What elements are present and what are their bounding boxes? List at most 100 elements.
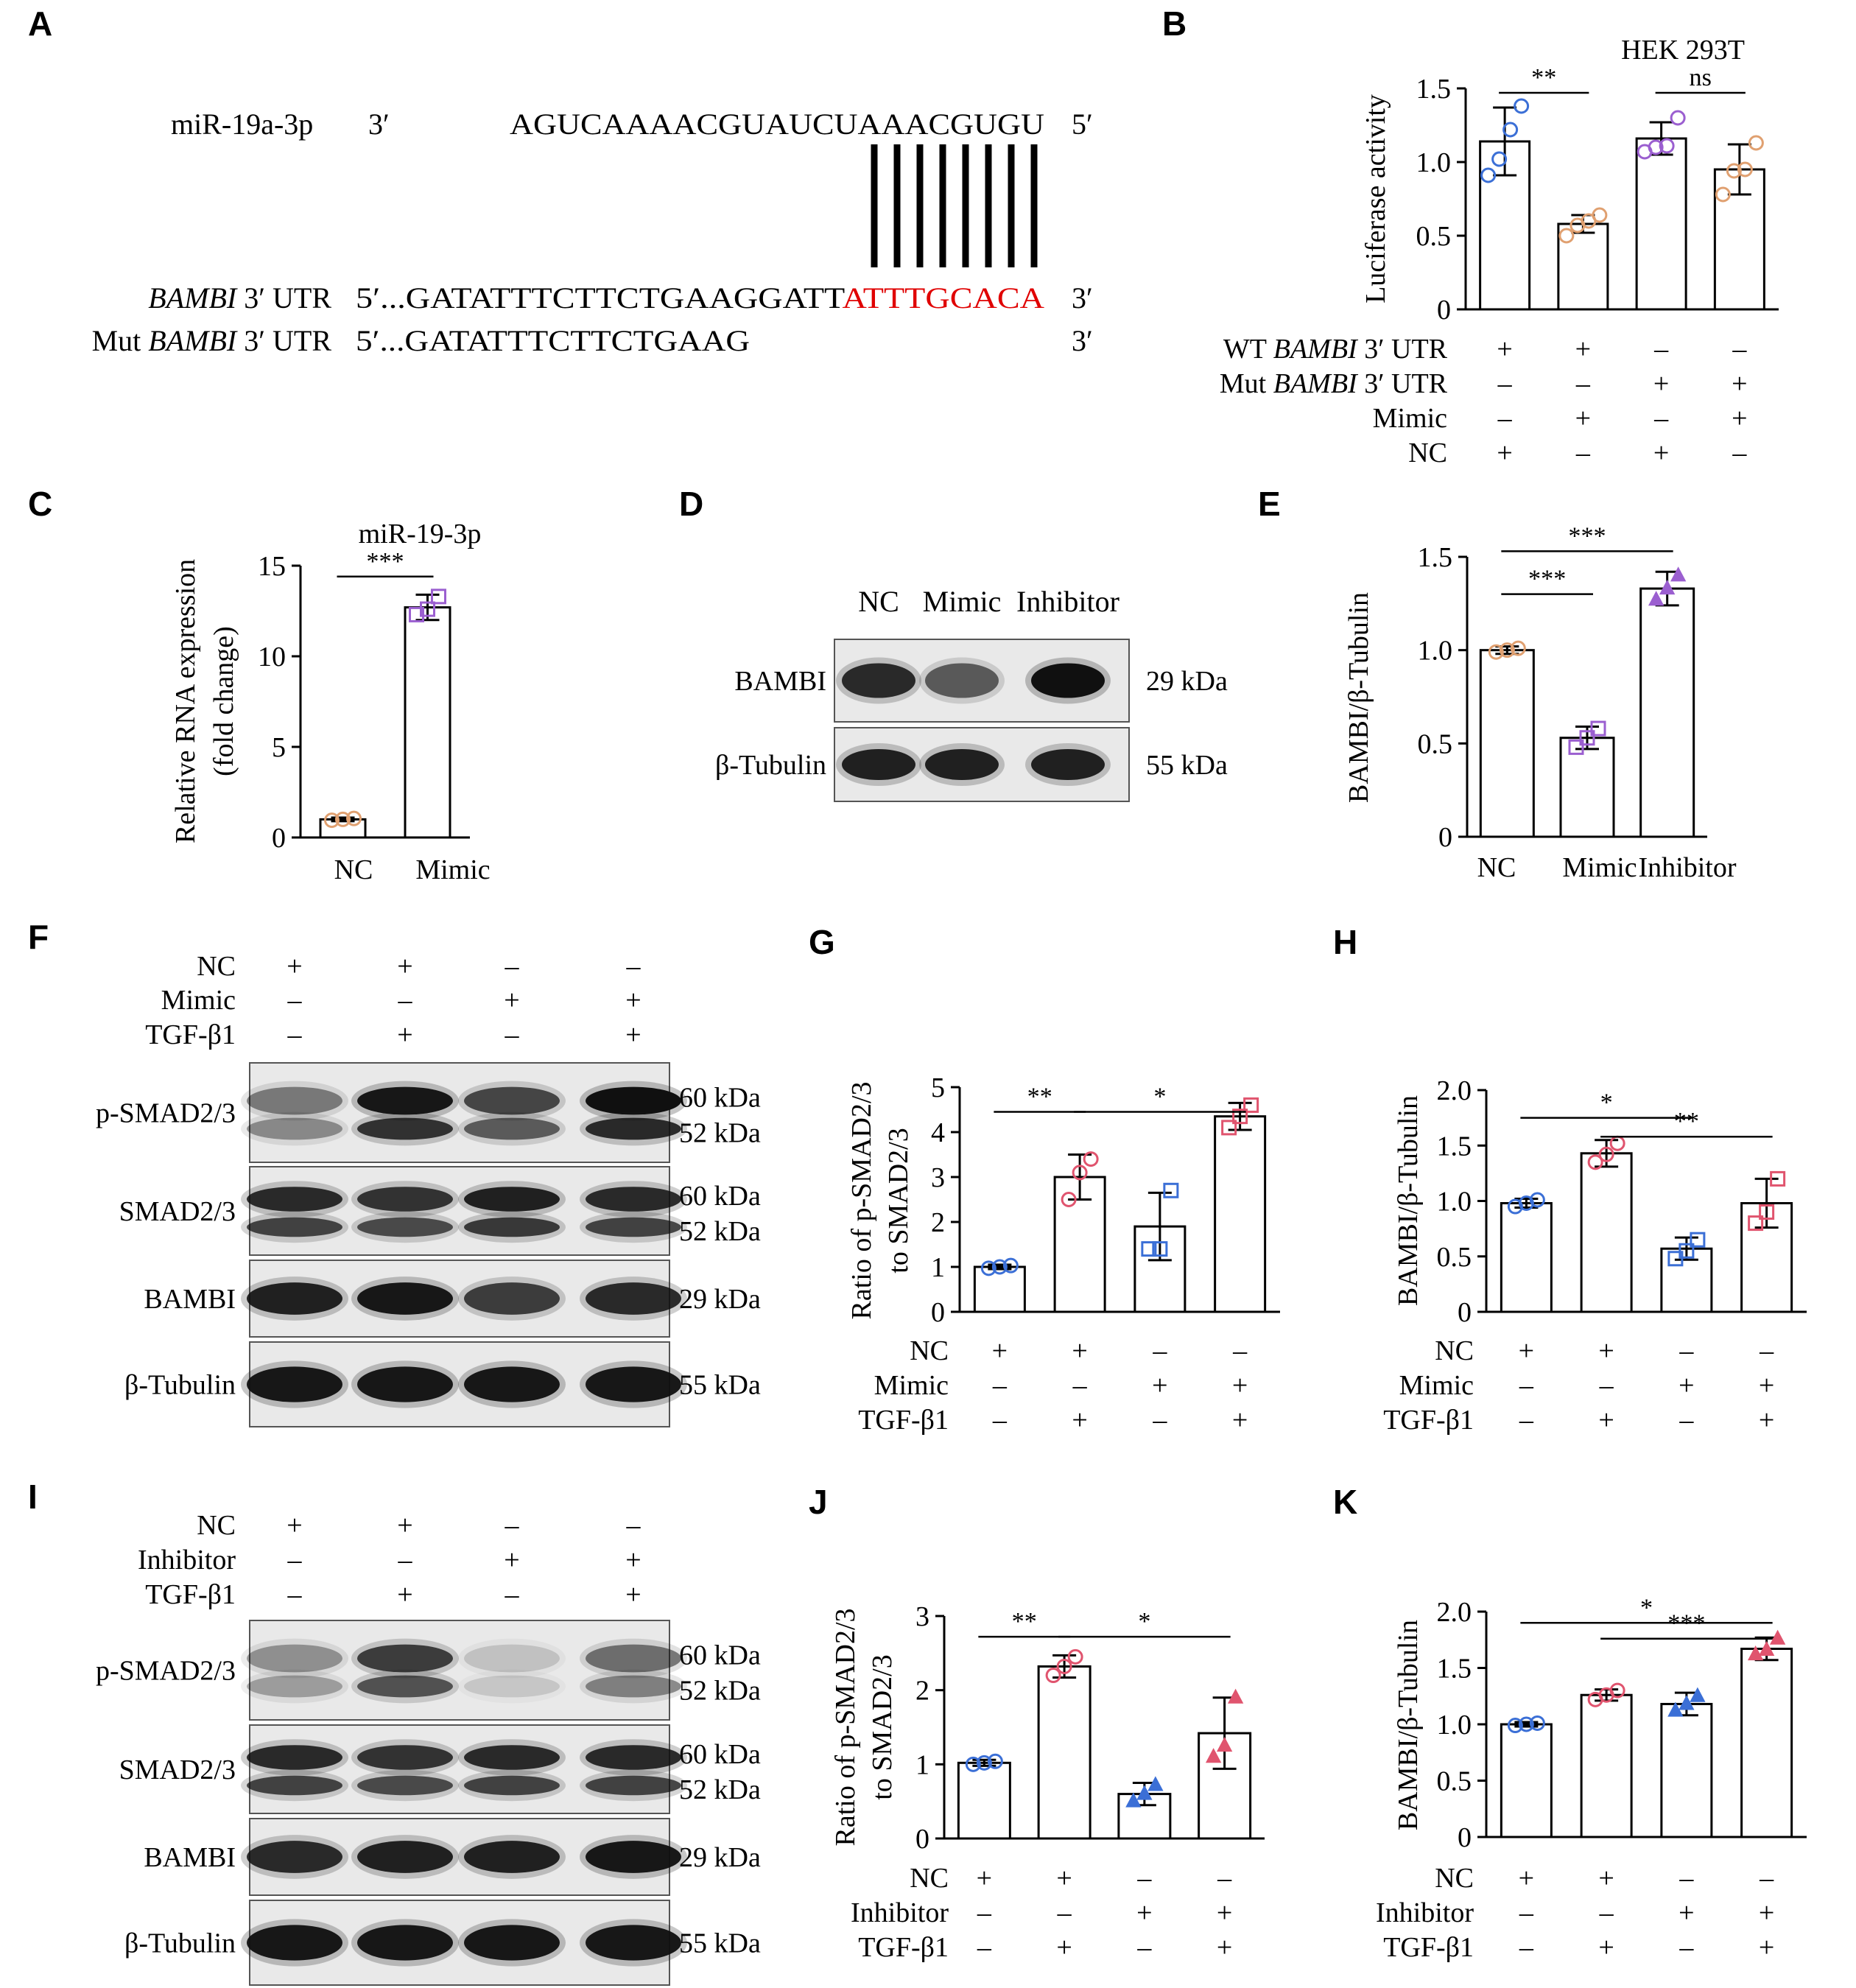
protein-band [357, 1675, 453, 1698]
data-point-square [1152, 1241, 1168, 1257]
condition-label: TGF-β1 [145, 1579, 236, 1610]
condition-value: – [626, 951, 641, 982]
condition-value: – [1519, 1897, 1534, 1928]
protein-band-halo [351, 1769, 459, 1802]
label-part: NC [1435, 1863, 1474, 1894]
data-point-triangle [1125, 1792, 1142, 1808]
condition-value: + [1759, 1405, 1774, 1436]
protein-band-halo [580, 1769, 687, 1802]
blot-row: p-SMAD2/3 60 kDa 52 kDa [96, 1062, 761, 1163]
data-point-circle [346, 810, 362, 826]
label-part: 3′ UTR [236, 281, 331, 315]
condition-value: – [1519, 1370, 1534, 1401]
condition-value: – [1136, 1863, 1152, 1894]
condition-value: – [505, 1579, 520, 1610]
y-axis-label: Luciferase activity [1360, 94, 1391, 303]
significance-label: ** [1674, 1108, 1699, 1135]
data-point-circle [965, 1756, 981, 1772]
bar [404, 606, 451, 839]
condition-label: Mimic [161, 985, 236, 1016]
protein-band [247, 1775, 342, 1796]
condition-value: – [287, 1019, 303, 1050]
data-point-square [1759, 1204, 1775, 1220]
panel-label-a: A [28, 4, 52, 43]
protein-band-halo [241, 1211, 348, 1243]
blot-row: SMAD2/3 60 kDa 52 kDa [119, 1166, 761, 1256]
protein-band-halo [241, 1638, 348, 1679]
protein-band-halo [580, 1669, 687, 1704]
condition-label: Mimic [874, 1370, 949, 1401]
blot-d: NC Mimic Inhibitor BAMBI 29 kDa β-Tubulin 55 k… [715, 585, 1228, 802]
protein-band-halo [580, 1638, 687, 1679]
condition-value: – [1057, 1897, 1072, 1928]
condition-value: – [1679, 1405, 1694, 1436]
condition-label: NC [1435, 1863, 1474, 1894]
condition-value: – [1679, 1932, 1694, 1963]
bar [957, 1761, 1011, 1840]
condition-value: + [1497, 334, 1512, 365]
blot-row-label: BAMBI [144, 1842, 236, 1873]
y-tick-label: 0.5 [1418, 728, 1453, 759]
y-tick-label: 1.0 [1437, 1710, 1472, 1741]
significance-label: ** [1027, 1083, 1052, 1111]
condition-value: – [1072, 1370, 1088, 1401]
protein-band [586, 1366, 681, 1402]
data-point-square [431, 589, 446, 605]
chart-b: 0 0.5 1.0 1.5 Luciferase activity HEK 293T ** n… [1220, 35, 1779, 468]
data-point-circle [1659, 138, 1675, 154]
significance-label: ** [1531, 64, 1556, 91]
condition-value: + [287, 1510, 302, 1541]
data-point-triangle [1758, 1640, 1775, 1657]
condition-value: + [1056, 1932, 1072, 1963]
condition-value: + [397, 951, 412, 982]
condition-value: + [977, 1863, 992, 1894]
protein-band-halo [241, 1669, 348, 1704]
wt-utr-3prime: 3′ [1072, 281, 1093, 315]
protein-band [247, 1841, 342, 1873]
label-part: TGF-β1 [1383, 1932, 1474, 1963]
protein-band-halo [351, 1835, 459, 1879]
protein-band [464, 1217, 560, 1237]
kda-label: 29 kDa [679, 1842, 761, 1873]
mut-utr-3prime: 3′ [1072, 324, 1093, 357]
data-point-square [1163, 1182, 1179, 1198]
kda-label: 52 kDa [679, 1676, 761, 1707]
protein-band-halo [241, 1276, 348, 1321]
protein-band [247, 1925, 342, 1961]
protein-band-halo [241, 1769, 348, 1802]
blot-row-label: BAMBI [734, 666, 826, 697]
protein-band [464, 1282, 560, 1315]
label-part: 3′ UTR [1357, 368, 1448, 399]
blot-row: BAMBI 29 kDa [144, 1818, 761, 1896]
kda-label: 52 kDa [679, 1118, 761, 1149]
protein-band [586, 1925, 681, 1961]
protein-band-halo [351, 1919, 459, 1967]
protein-band [925, 749, 999, 780]
condition-value: + [1598, 1405, 1614, 1436]
protein-band-halo [1025, 743, 1111, 786]
condition-value: – [1759, 1863, 1774, 1894]
significance-label: * [1153, 1083, 1166, 1111]
condition-value: – [977, 1897, 992, 1928]
blot-row: β-Tubulin 55 kDa [715, 727, 1228, 802]
data-point-square [1690, 1232, 1706, 1248]
condition-label: TGF-β1 [858, 1405, 949, 1436]
data-point-circle [1587, 1154, 1603, 1170]
label-part: NC [1435, 1335, 1474, 1366]
bar [1214, 1115, 1267, 1313]
condition-value: – [1136, 1932, 1152, 1963]
protein-band-halo [351, 1181, 459, 1218]
data-point-square [1568, 739, 1584, 755]
condition-label: NC [1435, 1335, 1474, 1366]
condition-value: – [505, 1510, 520, 1541]
y-tick-label: 1.0 [1437, 1187, 1472, 1218]
condition-label: NC [910, 1863, 949, 1894]
protein-band [464, 1925, 560, 1961]
label-part: 3′ UTR [236, 324, 331, 357]
y-tick-label: 1.0 [1418, 636, 1453, 667]
data-point-square [1748, 1215, 1764, 1232]
protein-band [464, 1775, 560, 1796]
kda-label: 55 kDa [1146, 750, 1228, 781]
